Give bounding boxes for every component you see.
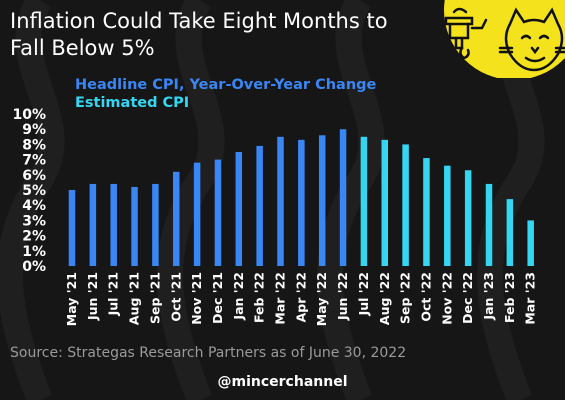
x-tick-label: May '21 (64, 272, 79, 326)
bar-estimated-cpi (423, 158, 430, 266)
x-tick-label: Jul '21 (106, 272, 121, 316)
x-tick-label: Aug '21 (127, 272, 142, 325)
y-tick-label: 0% (22, 259, 46, 275)
x-tick-label: Nov '21 (189, 272, 204, 325)
x-tick-label: Jul '22 (356, 272, 371, 316)
source-note: Source: Strategas Research Partners as o… (10, 345, 407, 361)
bar-headline-cpi (298, 139, 305, 266)
bar-estimated-cpi (464, 170, 472, 266)
y-tick-label: 10% (12, 107, 46, 123)
x-tick-label: Feb '23 (502, 272, 517, 323)
x-tick-label: May '22 (314, 272, 329, 326)
bar-headline-cpi (339, 129, 347, 266)
x-tick-label: Jun '22 (335, 272, 350, 321)
x-tick-label: Jun '21 (85, 272, 100, 321)
x-tick-label: Mar '23 (523, 272, 538, 325)
bar-headline-cpi (110, 183, 117, 266)
y-tick-label: 2% (22, 229, 46, 245)
bar-headline-cpi (131, 186, 138, 266)
y-tick-label: 3% (22, 213, 46, 229)
bar-headline-cpi (68, 190, 76, 266)
x-tick-label: Sep '22 (398, 272, 413, 324)
x-tick-label: Oct '22 (418, 272, 433, 322)
x-tick-label: Oct '21 (168, 272, 183, 322)
x-tick-label: Nov '22 (439, 272, 454, 325)
y-tick-label: 9% (22, 122, 46, 138)
bar-headline-cpi (152, 183, 159, 266)
x-tick-label: Feb '22 (252, 272, 267, 323)
x-tick-label: Jan '23 (481, 272, 496, 321)
bar-estimated-cpi (506, 199, 514, 266)
x-tick-label: Apr '22 (293, 272, 308, 322)
bar-headline-cpi (173, 171, 180, 266)
chart-title: Inflation Could Take Eight Months to Fal… (10, 9, 388, 60)
bar-estimated-cpi (485, 183, 493, 266)
bar-estimated-cpi (402, 144, 409, 266)
legend-headline-cpi: Headline CPI, Year-Over-Year Change (75, 77, 377, 93)
legend-estimated-cpi: Estimated CPI (75, 95, 190, 111)
bar-estimated-cpi (527, 220, 534, 266)
y-tick-label: 1% (22, 244, 46, 260)
x-tick-label: Aug '22 (377, 272, 392, 325)
bar-headline-cpi (193, 162, 201, 266)
channel-logo (432, 0, 565, 78)
bar-headline-cpi (214, 159, 222, 266)
y-tick-label: 7% (22, 153, 46, 169)
bar-estimated-cpi (381, 139, 388, 266)
x-tick-label: Sep '21 (147, 272, 162, 324)
bar-estimated-cpi (360, 136, 368, 266)
bar-headline-cpi (89, 183, 97, 266)
x-tick-label: Dec '21 (210, 272, 225, 324)
logo-badge-icon (444, 0, 565, 78)
bar-headline-cpi (235, 152, 243, 266)
channel-handle: @mincerchannel (217, 374, 348, 390)
x-tick-label: Mar '22 (273, 272, 288, 325)
bar-headline-cpi (318, 135, 326, 266)
y-tick-label: 6% (22, 168, 46, 184)
bar-estimated-cpi (444, 165, 451, 266)
bar-headline-cpi (277, 136, 284, 266)
x-tick-label: Jan '22 (231, 272, 246, 321)
y-tick-label: 8% (22, 137, 46, 153)
y-tick-label: 5% (22, 183, 46, 199)
x-tick-label: Dec '22 (460, 272, 475, 324)
y-tick-label: 4% (22, 198, 46, 214)
bar-headline-cpi (256, 145, 263, 266)
